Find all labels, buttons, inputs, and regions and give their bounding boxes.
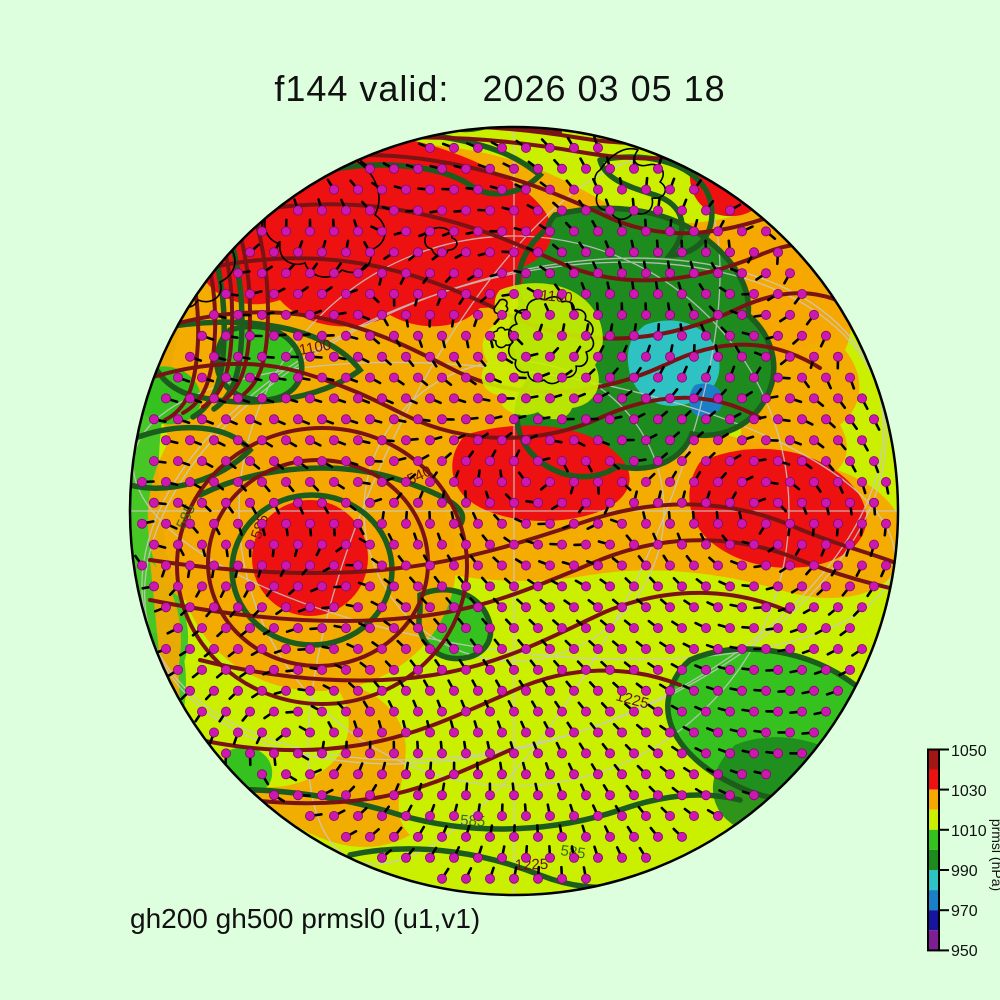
- svg-text:970: 970: [951, 903, 978, 920]
- svg-text:950: 950: [951, 943, 978, 960]
- svg-text:prmsl (hPa): prmsl (hPa): [989, 819, 1000, 891]
- svg-text:990: 990: [951, 863, 978, 880]
- svg-text:1030: 1030: [951, 783, 987, 800]
- svg-text:1050: 1050: [951, 743, 987, 760]
- svg-text:1010: 1010: [951, 823, 987, 840]
